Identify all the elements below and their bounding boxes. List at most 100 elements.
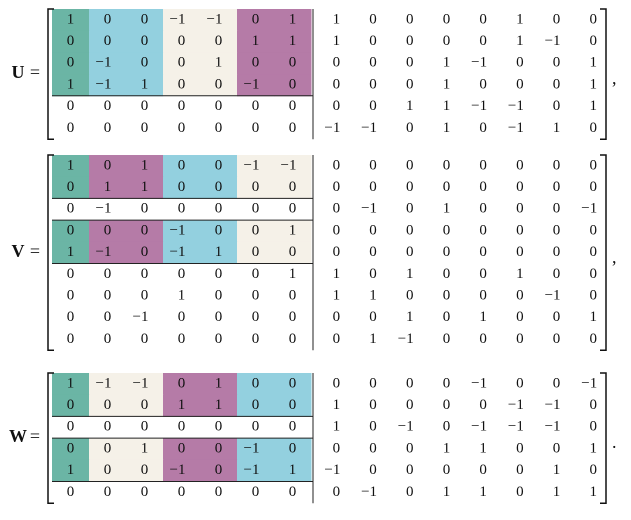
left-bracket — [47, 8, 54, 140]
matrix-entry: 1 — [479, 309, 487, 325]
matrix-entry: 0 — [215, 222, 223, 238]
matrix-entry: 1 — [333, 287, 341, 303]
cell-shade — [52, 241, 90, 264]
matrix-entry: 1 — [590, 55, 598, 71]
cell-shade — [274, 30, 312, 53]
matrix-entry: 1 — [516, 266, 524, 282]
cell-shade — [200, 394, 238, 417]
cell-shade — [200, 241, 238, 264]
matrix-entry: 1 — [215, 55, 223, 71]
cell-shade — [274, 9, 312, 32]
matrix-entry: 1 — [333, 419, 341, 435]
matrix-entry: −1 — [545, 33, 561, 49]
matrix-entry: 0 — [178, 55, 186, 71]
matrix-entry: 1 — [553, 484, 561, 500]
matrix-entry: 0 — [215, 331, 223, 347]
matrix-entry: 0 — [479, 33, 487, 49]
matrix-entry: 1 — [104, 179, 112, 195]
matrix-entry: 0 — [590, 179, 598, 195]
matrix-entry: 0 — [104, 419, 112, 435]
cell-shade — [52, 373, 90, 396]
matrix-entry: 0 — [443, 287, 451, 303]
matrix-entry: 0 — [178, 157, 186, 173]
matrix-entry: 0 — [215, 157, 223, 173]
matrix-entry: 0 — [369, 375, 377, 391]
matrix-entry: −1 — [324, 120, 340, 136]
matrix-entry: 0 — [479, 157, 487, 173]
matrix-entry: 0 — [590, 244, 598, 260]
matrix-entry: 0 — [333, 375, 341, 391]
cell-shade — [126, 30, 164, 53]
matrix-entry: 0 — [289, 76, 297, 92]
matrix-entry: 0 — [516, 157, 524, 173]
matrix-entry: 0 — [406, 179, 414, 195]
matrix-entry: 0 — [553, 11, 561, 27]
matrix-entry: 0 — [252, 419, 260, 435]
matrix-entry: 0 — [479, 76, 487, 92]
matrix-entry: −1 — [581, 201, 597, 217]
matrix-entry: 0 — [141, 98, 149, 114]
matrix-entry: 1 — [516, 11, 524, 27]
matrix-entry: 1 — [333, 33, 341, 49]
matrix-entry: 0 — [406, 201, 414, 217]
matrix-entry: 0 — [479, 397, 487, 413]
matrix-entry: 0 — [215, 440, 223, 456]
matrix-entry: 0 — [516, 484, 524, 500]
matrix-entry: 0 — [215, 462, 223, 478]
matrix-entry: 0 — [590, 120, 598, 136]
cell-shade — [237, 459, 275, 482]
cell-shade — [126, 438, 164, 461]
matrix-entry: 0 — [590, 419, 598, 435]
cell-shade — [274, 438, 312, 461]
cell-shade — [52, 459, 90, 482]
matrix-entry: 0 — [590, 33, 598, 49]
matrix-entry: 0 — [516, 55, 524, 71]
matrix-entry: 0 — [289, 375, 297, 391]
cell-shade — [200, 176, 238, 199]
matrix-entry: 1 — [67, 76, 75, 92]
matrix-entry: 1 — [406, 309, 414, 325]
punctuation: , — [612, 68, 617, 88]
matrix-entry: 1 — [333, 11, 341, 27]
matrix-entry: 0 — [479, 11, 487, 27]
matrix-entry: −1 — [508, 120, 524, 136]
matrix-entry: −1 — [244, 462, 260, 478]
matrix-entry: 1 — [215, 244, 223, 260]
cell-shade — [89, 74, 127, 97]
matrix-entry: 0 — [178, 120, 186, 136]
matrix-entry: 1 — [479, 440, 487, 456]
matrix-entry: 0 — [516, 375, 524, 391]
matrix-entry: 1 — [590, 76, 598, 92]
matrix-entry: 0 — [104, 287, 112, 303]
matrix-entry: 0 — [443, 266, 451, 282]
right-bracket — [600, 8, 607, 140]
matrix-entry: 0 — [215, 76, 223, 92]
matrix-entry: 0 — [289, 55, 297, 71]
matrix-entry: 1 — [141, 440, 149, 456]
matrix-entry: 0 — [141, 331, 149, 347]
cell-shade — [200, 74, 238, 97]
matrix-entry: 0 — [178, 266, 186, 282]
cell-shade — [274, 155, 312, 178]
matrix-entry: 0 — [67, 222, 75, 238]
matrix-entry: −1 — [361, 201, 377, 217]
cell-shade — [237, 220, 275, 243]
matrix-entry: 1 — [553, 462, 561, 478]
matrix-entry: 0 — [516, 201, 524, 217]
matrix-entry: 0 — [479, 201, 487, 217]
cell-shade — [52, 438, 90, 461]
matrix-entry: 1 — [289, 462, 297, 478]
matrix-entry: 0 — [289, 309, 297, 325]
matrix-entry: 1 — [590, 309, 598, 325]
matrix-entry: −1 — [545, 287, 561, 303]
cell-shade — [52, 220, 90, 243]
matrix-entry: 1 — [67, 11, 75, 27]
matrix-entry: 1 — [215, 375, 223, 391]
matrix-entry: 0 — [516, 309, 524, 325]
matrix-entry: 1 — [443, 440, 451, 456]
matrix-entry: 0 — [289, 440, 297, 456]
cell-shade — [89, 9, 127, 32]
cell-shade — [274, 220, 312, 243]
matrix-entry: 0 — [215, 98, 223, 114]
matrix-entry: 1 — [67, 375, 75, 391]
